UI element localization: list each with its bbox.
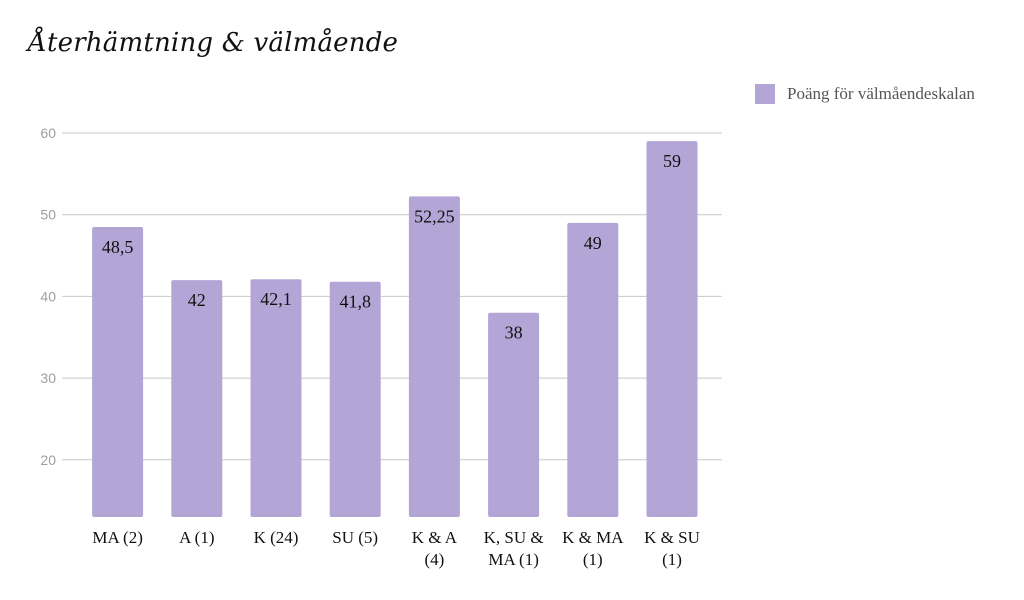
bar (646, 141, 698, 517)
bar (329, 281, 381, 517)
chart-title: Återhämtning & välmående (28, 28, 399, 58)
bar (488, 312, 540, 517)
y-tick-label: 30 (40, 370, 56, 386)
x-tick-label: K & SU (644, 528, 700, 547)
x-tick-label: K (24) (254, 528, 299, 547)
legend-label: Poäng för välmåendeskalan (787, 84, 975, 103)
x-tick-label: (1) (662, 550, 682, 569)
x-tick-label: SU (5) (332, 528, 378, 547)
x-tick-label: K & MA (562, 528, 624, 547)
y-tick-label: 50 (40, 207, 56, 223)
legend: Poäng för välmåendeskalan (755, 84, 975, 104)
data-label: 52,25 (414, 206, 455, 226)
data-label: 42 (188, 290, 206, 310)
bar (567, 222, 619, 517)
data-label: 38 (505, 323, 523, 343)
y-tick-label: 60 (40, 125, 56, 141)
y-tick-label: 20 (40, 452, 56, 468)
data-label: 59 (663, 151, 681, 171)
x-tick-label: K & A (412, 528, 458, 547)
data-label: 48,5 (102, 237, 134, 257)
data-label: 49 (584, 233, 602, 253)
bar (171, 280, 223, 517)
legend-swatch (755, 84, 775, 104)
x-tick-label: MA (1) (488, 550, 539, 569)
data-label: 41,8 (339, 292, 371, 312)
x-tick-label: (4) (424, 550, 444, 569)
y-tick-label: 40 (40, 288, 56, 304)
x-tick-label: K, SU & (484, 528, 544, 547)
x-tick-label: A (1) (179, 528, 214, 547)
data-label: 42,1 (260, 289, 292, 309)
x-tick-label: (1) (583, 550, 603, 569)
x-tick-label: MA (2) (92, 528, 143, 547)
bar (408, 196, 460, 517)
bar (250, 279, 302, 517)
bar (92, 226, 144, 517)
